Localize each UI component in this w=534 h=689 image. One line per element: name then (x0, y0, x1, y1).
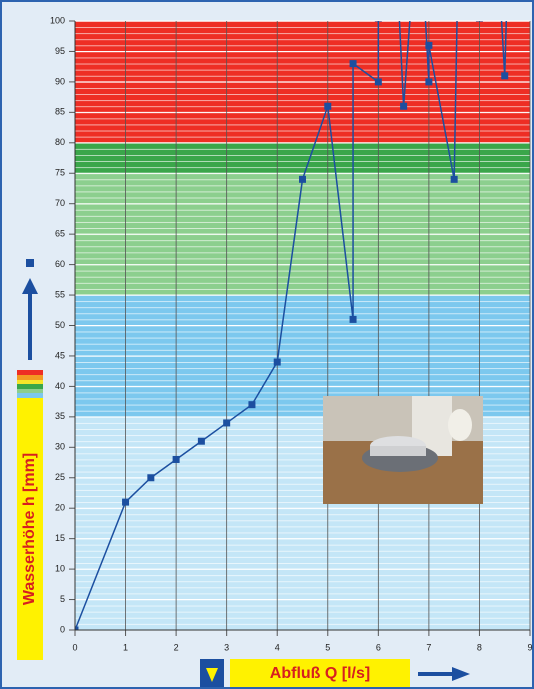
point (374, 78, 382, 86)
y-tick-label: 35 (55, 411, 65, 421)
x-tick-label: 1 (123, 642, 128, 652)
y-tick-label: 55 (55, 289, 65, 299)
y-tick-label: 70 (55, 198, 65, 208)
y-label-box (17, 398, 43, 660)
point (299, 175, 306, 183)
photo (323, 396, 483, 504)
point (425, 78, 433, 86)
point (349, 315, 357, 323)
y-axis-label: Wasserhöhe h [mm] (21, 453, 38, 605)
x-tick-label: 8 (477, 642, 482, 652)
y-tick-label: 85 (55, 107, 65, 117)
x-tick-label: 9 (527, 642, 532, 652)
x-tick-label: 5 (325, 642, 330, 652)
y-tick-label: 45 (55, 350, 65, 360)
marker-icon (26, 259, 34, 267)
y-tick-label: 25 (55, 472, 65, 482)
y-tick-label: 30 (55, 442, 65, 452)
y-tick-label: 90 (55, 76, 65, 86)
point (172, 455, 180, 463)
y-tick-label: 50 (55, 320, 65, 330)
x-tick-label: 6 (376, 642, 381, 652)
y-tick-label: 5 (60, 594, 65, 604)
y-tick-label: 40 (55, 381, 65, 391)
x-tick-label: 2 (174, 642, 179, 652)
point (475, 21, 483, 22)
y-tick-label: 80 (55, 137, 65, 147)
y-tick-label: 15 (55, 533, 65, 543)
x-axis-label: Abfluß Q [l/s] (270, 665, 370, 682)
point (400, 102, 408, 110)
y-tick-label: 100 (50, 15, 65, 25)
point (450, 175, 458, 183)
point (223, 419, 231, 427)
color-scale (17, 370, 43, 398)
x-tick-label: 4 (275, 642, 280, 652)
y-tick-label: 65 (55, 229, 65, 239)
x-label-box (230, 659, 410, 687)
point (501, 72, 509, 80)
point (248, 401, 256, 409)
x-tick-label: 7 (426, 642, 431, 652)
down-arrow (206, 668, 218, 682)
arrow-head (22, 278, 38, 294)
point (122, 498, 130, 506)
x-tick-label: 3 (224, 642, 229, 652)
y-tick-label: 0 (60, 624, 65, 634)
arrow-head (452, 667, 470, 681)
point (425, 41, 433, 49)
y-tick-label: 75 (55, 168, 65, 178)
point (147, 474, 155, 482)
point (324, 102, 332, 110)
point (197, 437, 205, 445)
point (273, 358, 281, 366)
point (75, 626, 79, 630)
y-tick-label: 10 (55, 563, 65, 573)
point (374, 21, 382, 22)
y-tick-label: 95 (55, 46, 65, 56)
point (349, 60, 357, 68)
y-tick-label: 20 (55, 503, 65, 513)
y-tick-label: 60 (55, 259, 65, 269)
x-tick-label: 0 (72, 642, 77, 652)
